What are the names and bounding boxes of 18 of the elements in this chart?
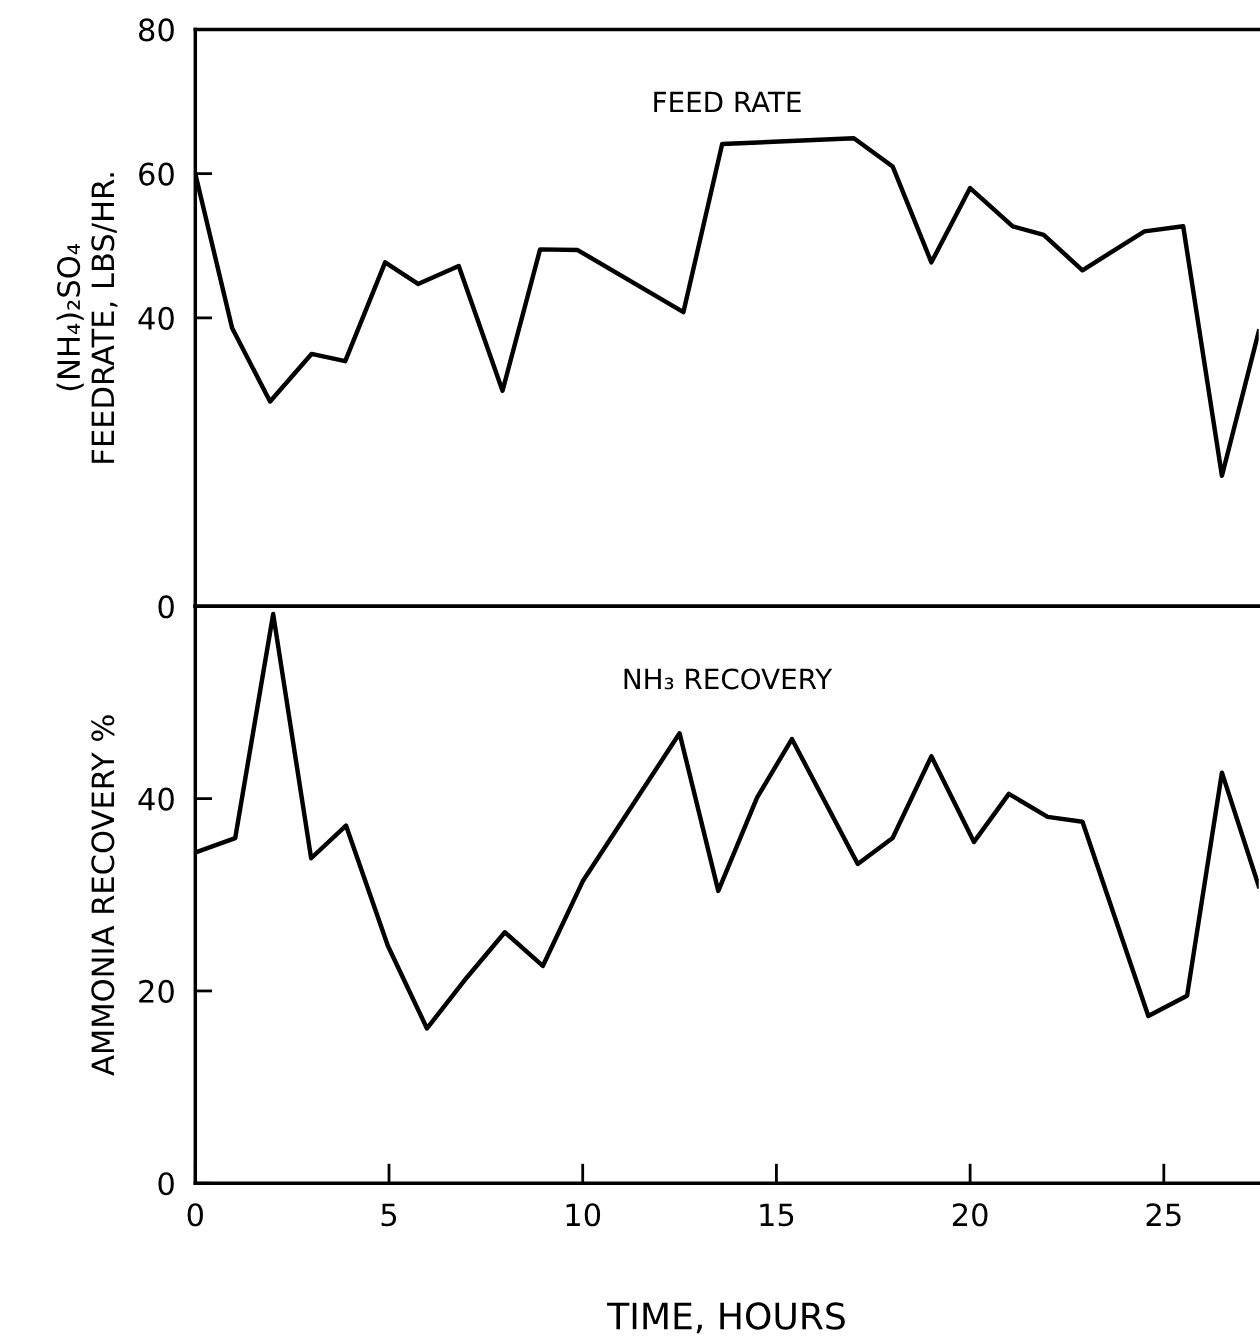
y-tick-label: 80 xyxy=(139,18,174,42)
x-tick-label: 20 xyxy=(952,1203,988,1227)
y-axis-title: (NH₄)₂SO₄ FEEDRATE, LBS/HR. xyxy=(56,173,118,463)
x-tick-label: 25 xyxy=(1146,1203,1181,1227)
y-tick-label: 60 xyxy=(139,162,174,186)
y-tick-label: 40 xyxy=(138,306,174,330)
x-tick-label: 10 xyxy=(566,1203,601,1227)
x-tick-label: 5 xyxy=(381,1203,397,1227)
y-tick-label: 20 xyxy=(139,979,174,1003)
y-tick-label: 40 xyxy=(138,787,174,811)
y-tick-label: 0 xyxy=(158,595,174,619)
series-label: FEED RATE xyxy=(654,91,801,113)
y-tick-label: 0 xyxy=(158,1172,174,1196)
x-axis-title: TIME, HOURS xyxy=(607,1302,845,1334)
y-axis-title: AMMONIA RECOVERY % xyxy=(91,715,115,1076)
text: NH₃ RECOVERY xyxy=(624,668,833,690)
x-tick-label: 0 xyxy=(187,1203,203,1227)
x-tick-label: 15 xyxy=(760,1203,794,1227)
